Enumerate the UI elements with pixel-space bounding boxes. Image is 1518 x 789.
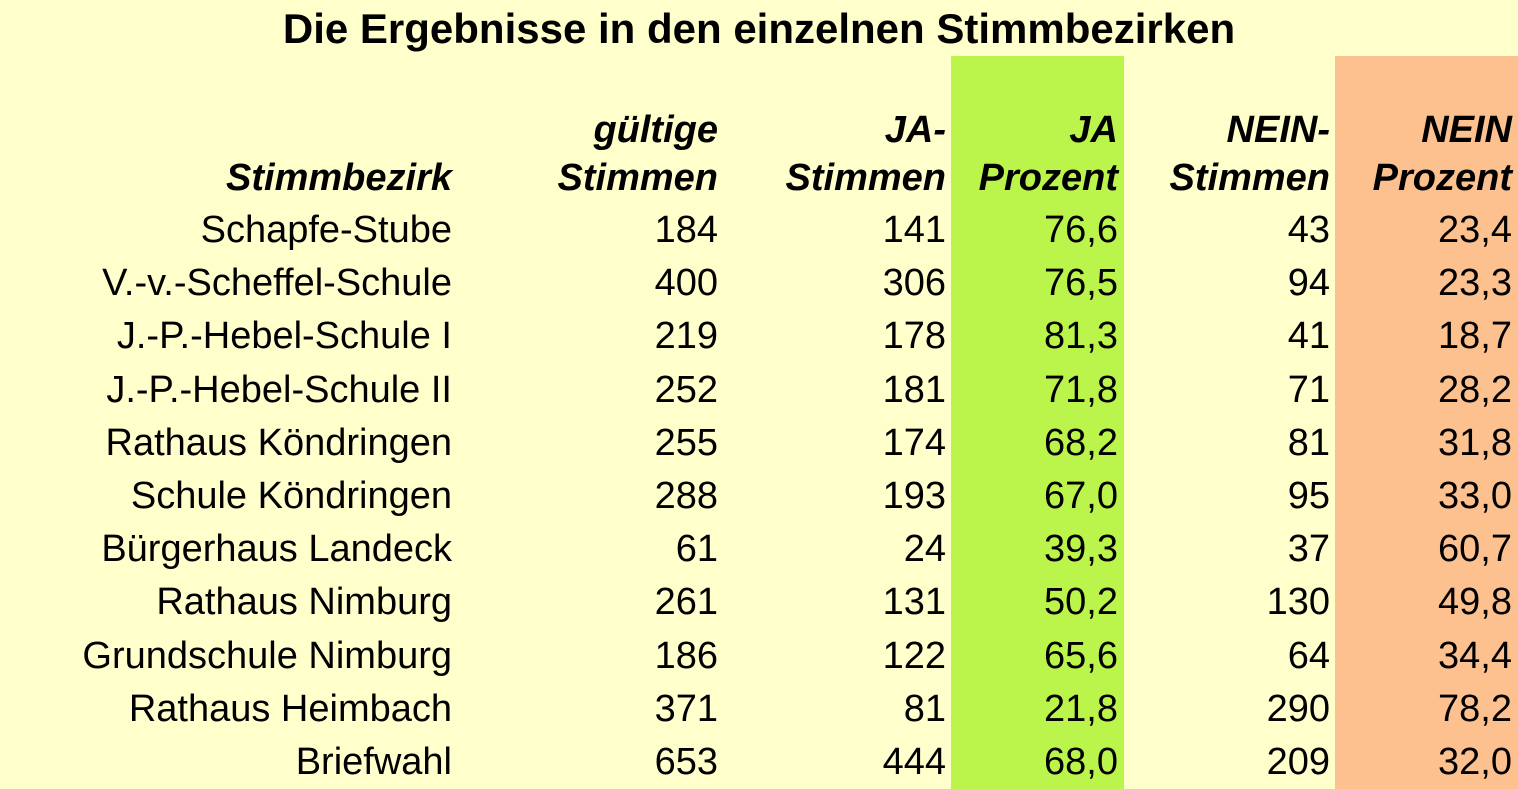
cell-ja-stimmen: 174 [882,421,946,464]
header-ja-prozent-line2: Prozent [978,157,1118,199]
cell-nein-prozent: 31,8 [1438,421,1512,464]
header-nein-stimmen-line2: Stimmen [1169,157,1330,199]
cell-nein-prozent: 60,7 [1438,528,1512,571]
header-nein-prozent-line2: Prozent [1372,157,1512,199]
cell-nein-stimmen: 130 [1266,581,1330,624]
cell-ja-prozent: 39,3 [1044,528,1118,571]
cell-nein-stimmen: 43 [1287,209,1330,251]
cell-gueltige-stimmen: 252 [654,368,718,411]
cell-nein-stimmen: 95 [1287,475,1330,517]
cell-gueltige-stimmen: 61 [675,528,718,571]
header-nein-prozent: NEIN Prozent [1330,106,1512,202]
cell-nein-prozent: 23,4 [1438,209,1512,251]
header-ja-stimmen: JA- Stimmen [718,106,946,202]
cell-ja-stimmen: 122 [882,634,946,677]
header-nein-prozent-line1: NEIN [1421,109,1512,151]
cell-ja-prozent: 21,8 [1044,687,1118,730]
cell-ja-prozent: 81,3 [1044,315,1118,358]
cell-nein-stimmen: 94 [1287,262,1330,305]
ja-prozent-column-highlight [951,56,1124,789]
cell-ja-prozent: 76,6 [1044,209,1118,251]
cell-ja-stimmen: 193 [882,475,946,517]
cell-stimmbezirk: J.-P.-Hebel-Schule II [106,368,452,411]
cell-nein-stimmen: 290 [1266,687,1330,730]
cell-ja-stimmen: 81 [903,687,946,730]
nein-prozent-column-highlight [1335,56,1518,789]
cell-stimmbezirk: Briefwahl [295,741,452,783]
cell-gueltige-stimmen: 653 [654,741,718,783]
cell-stimmbezirk: Rathaus Köndringen [105,421,452,464]
cell-stimmbezirk: Grundschule Nimburg [82,634,452,677]
header-ja-stimmen-line2: Stimmen [785,157,946,199]
cell-nein-prozent: 78,2 [1438,687,1512,730]
cell-stimmbezirk: J.-P.-Hebel-Schule I [116,315,452,358]
cell-gueltige-stimmen: 400 [654,262,718,305]
cell-ja-stimmen: 178 [882,315,946,358]
cell-nein-prozent: 18,7 [1438,315,1512,358]
header-stimmbezirk: Stimmbezirk [0,106,452,202]
header-stimmbezirk-line1 [0,106,452,154]
cell-gueltige-stimmen: 261 [654,581,718,624]
cell-ja-prozent: 65,6 [1044,634,1118,677]
header-ja-stimmen-line1: JA- [884,109,946,151]
cell-gueltige-stimmen: 186 [654,634,718,677]
cell-nein-prozent: 23,3 [1438,262,1512,305]
cell-ja-stimmen: 306 [882,262,946,305]
cell-ja-stimmen: 181 [882,368,946,411]
cell-nein-prozent: 49,8 [1438,581,1512,624]
cell-ja-stimmen: 141 [882,209,946,251]
header-nein-stimmen-line1: NEIN- [1226,109,1330,151]
cell-nein-prozent: 33,0 [1438,475,1512,517]
header-gueltige-stimmen-line1: gültige [593,109,718,151]
cell-nein-stimmen: 209 [1266,741,1330,783]
cell-nein-prozent: 28,2 [1438,368,1512,411]
cell-stimmbezirk: Schapfe-Stube [200,209,452,251]
cell-ja-prozent: 67,0 [1044,475,1118,517]
cell-stimmbezirk: Bürgerhaus Landeck [101,528,452,571]
cell-nein-stimmen: 71 [1287,368,1330,411]
cell-nein-stimmen: 41 [1287,315,1330,358]
cell-gueltige-stimmen: 288 [654,475,718,517]
cell-gueltige-stimmen: 255 [654,421,718,464]
cell-nein-stimmen: 64 [1287,634,1330,677]
cell-nein-stimmen: 81 [1287,421,1330,464]
header-ja-prozent: JA Prozent [946,106,1118,202]
cell-stimmbezirk: V.-v.-Scheffel-Schule [102,262,452,305]
cell-ja-prozent: 68,0 [1044,741,1118,783]
cell-ja-prozent: 76,5 [1044,262,1118,305]
header-gueltige-stimmen: gültige Stimmen [452,106,718,202]
cell-ja-prozent: 68,2 [1044,421,1118,464]
cell-ja-prozent: 50,2 [1044,581,1118,624]
cell-nein-prozent: 34,4 [1438,634,1512,677]
cell-nein-stimmen: 37 [1287,528,1330,571]
cell-ja-stimmen: 444 [882,741,946,783]
cell-stimmbezirk: Rathaus Heimbach [128,687,452,730]
header-nein-stimmen: NEIN- Stimmen [1118,106,1330,202]
cell-gueltige-stimmen: 371 [654,687,718,730]
cell-ja-stimmen: 131 [882,581,946,624]
cell-stimmbezirk: Rathaus Nimburg [156,581,452,624]
cell-nein-prozent: 32,0 [1438,741,1512,783]
table-title: Die Ergebnisse in den einzelnen Stimmbez… [282,5,1236,52]
header-ja-prozent-line1: JA [1069,109,1118,151]
cell-ja-prozent: 71,8 [1044,368,1118,411]
header-stimmbezirk-line2: Stimmbezirk [226,157,452,199]
header-gueltige-stimmen-line2: Stimmen [557,157,718,199]
cell-stimmbezirk: Schule Köndringen [130,475,452,517]
cell-gueltige-stimmen: 184 [654,209,718,251]
cell-ja-stimmen: 24 [903,528,946,571]
cell-gueltige-stimmen: 219 [654,315,718,358]
